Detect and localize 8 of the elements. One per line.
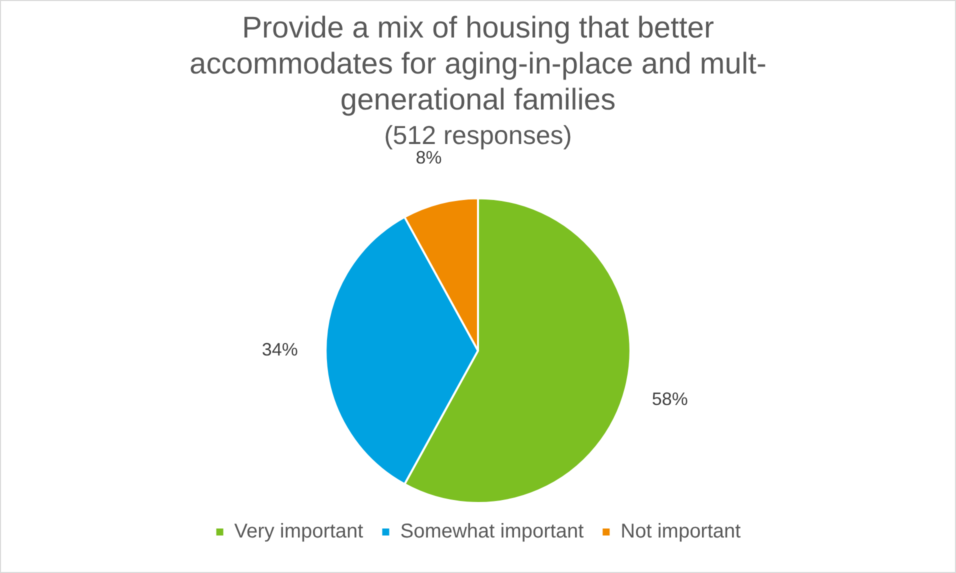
data-label: 8% [416, 148, 442, 168]
data-label: 58% [652, 388, 688, 409]
legend-label: Somewhat important [400, 520, 584, 543]
legend-label: Not important [620, 520, 742, 543]
legend-label: Very important [234, 520, 364, 543]
chart-title: Provide a mix of housing that better accommodates for aging-in-place and mult-generational families [190, 11, 766, 116]
data-label: 34% [262, 340, 298, 360]
chart-subtitle: (512 responses) [384, 120, 572, 150]
